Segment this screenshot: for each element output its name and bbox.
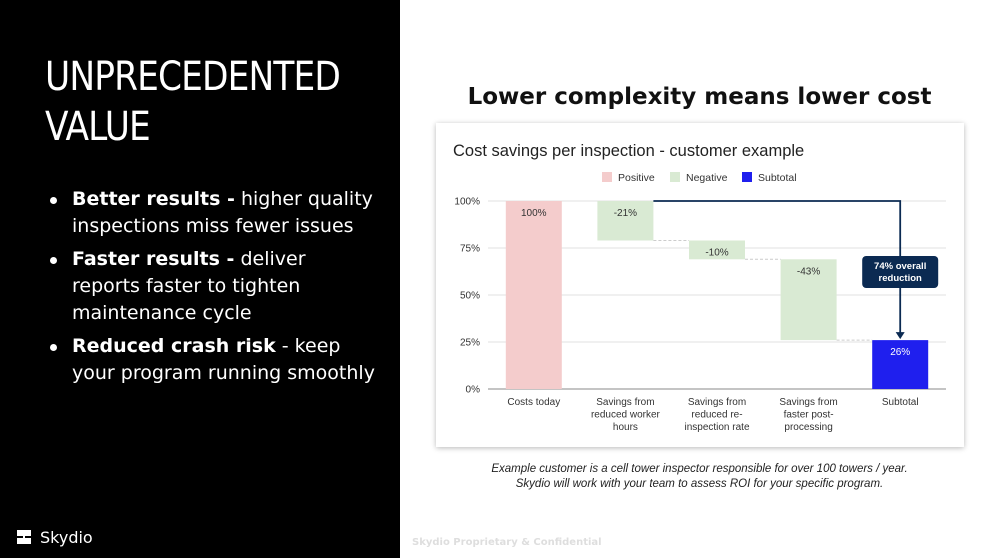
bar-negative xyxy=(689,240,745,260)
bar-value-label: -10% xyxy=(705,247,728,258)
benefit-item-text: - keep your program running smoothly xyxy=(72,335,375,384)
bar-negative xyxy=(780,259,837,341)
bar-value-label: 100% xyxy=(521,208,547,219)
x-tick-label: Costs today xyxy=(507,397,560,408)
benefit-item-bold: Better results - xyxy=(72,188,235,210)
legend-label: Positive xyxy=(618,172,655,184)
benefit-item-bold: Faster results - xyxy=(72,248,235,270)
waterfall-chart: Cost savings per inspection - customer e… xyxy=(453,142,946,433)
left-panel: UNPRECEDENTED VALUE Better results - hig… xyxy=(0,0,400,558)
benefit-item-text: higher quality inspections miss fewer is… xyxy=(72,188,373,237)
x-tick-label: Savings from xyxy=(688,397,746,408)
benefit-item: Reduced crash risk - keep your program r… xyxy=(48,333,378,387)
reduction-arrow-line xyxy=(653,200,902,335)
benefit-item: Faster results - deliver reports faster … xyxy=(48,246,378,327)
y-tick-label: 25% xyxy=(460,338,480,349)
chart-card: Cost savings per inspection - customer e… xyxy=(436,123,964,447)
x-tick-label: reduced worker xyxy=(591,410,661,421)
bar-value-label: -21% xyxy=(614,208,637,219)
benefit-item: Better results - higher quality inspecti… xyxy=(48,186,378,240)
slide-title-line-1: UNPRECEDENTED xyxy=(45,54,341,100)
x-tick-label: faster post- xyxy=(784,410,834,421)
reduction-callout-line-1: 74% overall xyxy=(874,261,926,272)
legend-swatch xyxy=(742,172,752,182)
footer-note: Skydio Proprietary & Confidential xyxy=(412,537,602,548)
bar-positive xyxy=(505,201,562,389)
logo-text: Skydio xyxy=(40,527,93,547)
y-tick-label: 100% xyxy=(454,197,480,208)
benefit-list: Better results - higher quality inspecti… xyxy=(48,186,378,393)
legend-swatch xyxy=(602,172,612,182)
slide-title: UNPRECEDENTED VALUE xyxy=(45,52,341,152)
caption-line-2: Skydio will work with your team to asses… xyxy=(515,478,884,490)
bar-negative xyxy=(597,201,654,241)
slide-title-line-2: VALUE xyxy=(45,104,151,150)
bar-value-label: -43% xyxy=(797,266,820,277)
x-tick-label: reduced re- xyxy=(691,410,742,421)
x-tick-label: Savings from xyxy=(779,397,837,408)
chart-caption: Example customer is a cell tower inspect… xyxy=(400,462,999,492)
legend-label: Negative xyxy=(686,172,728,184)
bar-subtotal xyxy=(872,340,929,389)
bar-value-label: 26% xyxy=(890,347,910,358)
caption-line-1: Example customer is a cell tower inspect… xyxy=(491,463,908,475)
skydio-logo-icon xyxy=(17,530,31,544)
y-tick-label: 75% xyxy=(460,244,480,255)
x-tick-label: Subtotal xyxy=(882,397,919,408)
reduction-callout-line-2: reduction xyxy=(879,273,922,284)
y-tick-label: 0% xyxy=(466,385,481,396)
chart-title: Cost savings per inspection - customer e… xyxy=(453,142,804,160)
benefit-item-text: deliver reports faster to tighten mainte… xyxy=(72,248,306,324)
x-tick-label: processing xyxy=(784,422,832,433)
reduction-arrow-head xyxy=(895,332,905,340)
skydio-logo: Skydio xyxy=(14,527,93,547)
benefit-item-bold: Reduced crash risk xyxy=(72,335,276,357)
legend-label: Subtotal xyxy=(758,172,797,184)
x-tick-label: Savings from xyxy=(596,397,654,408)
legend-swatch xyxy=(670,172,680,182)
reduction-callout xyxy=(862,256,939,288)
x-tick-label: hours xyxy=(613,422,638,433)
right-title: Lower complexity means lower cost xyxy=(467,84,932,110)
y-tick-label: 50% xyxy=(460,291,480,302)
x-tick-label: inspection rate xyxy=(684,422,749,433)
